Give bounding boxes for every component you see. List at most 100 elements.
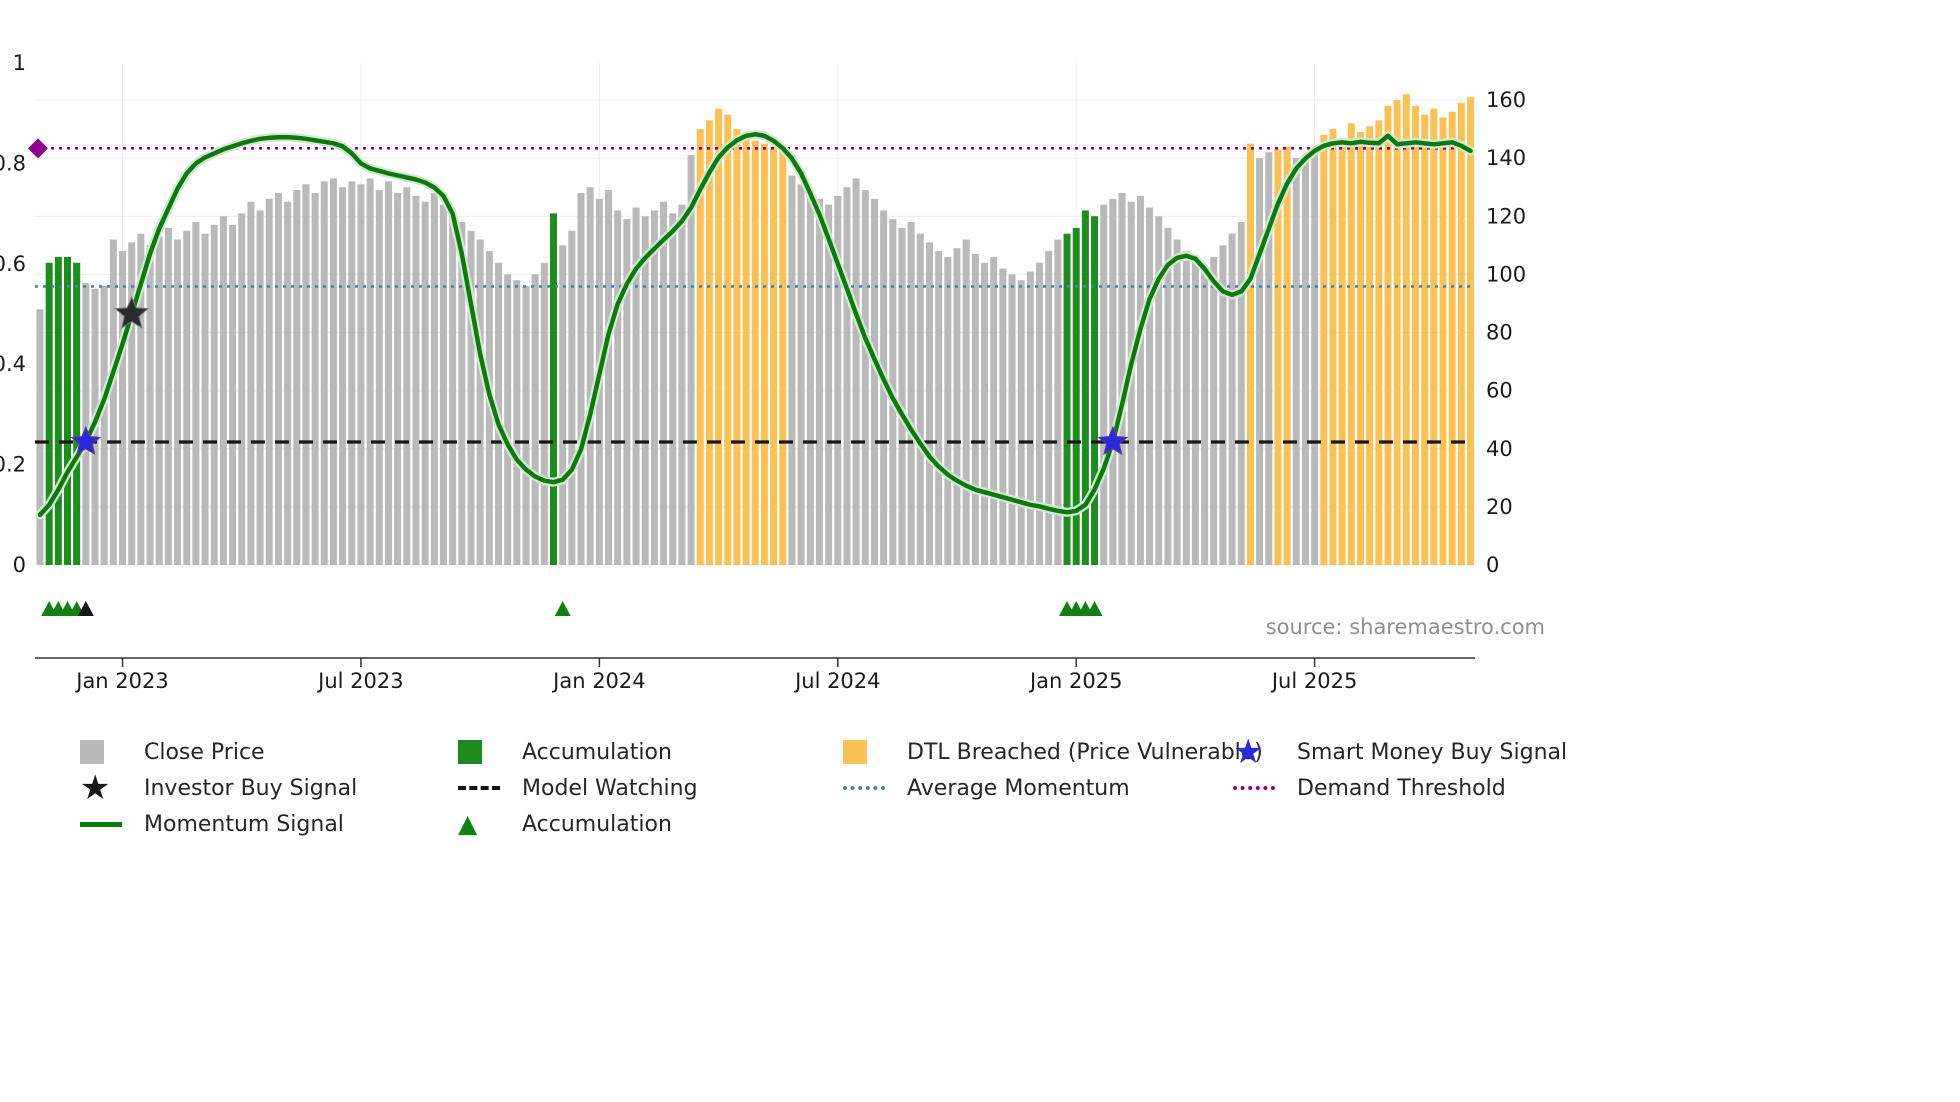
price-bar: [852, 178, 860, 565]
legend-label: Accumulation: [522, 739, 672, 765]
price-bar: [439, 204, 447, 566]
legend-item-smart-money-buy-signal: ★ Smart Money Buy Signal: [1233, 735, 1663, 769]
price-bar: [1274, 149, 1282, 565]
price-bar: [1054, 239, 1062, 565]
right-axis-tick-label: 140: [1486, 146, 1526, 170]
price-bar: [54, 256, 62, 565]
price-bar: [1109, 198, 1117, 565]
price-bar: [540, 262, 548, 565]
black-triangle-marker: [77, 601, 94, 616]
price-bar: [1430, 108, 1438, 565]
price-bar: [1347, 123, 1355, 565]
price-bar: [1072, 227, 1080, 566]
legend-label: Average Momentum: [907, 775, 1130, 801]
price-bar: [1219, 245, 1227, 565]
price-bar: [678, 204, 686, 566]
smart-money-buy-signal-star: [1097, 425, 1129, 456]
price-bar: [586, 187, 594, 565]
price-bar: [476, 239, 484, 565]
price-bar: [1182, 251, 1190, 566]
price-bar: [219, 216, 227, 565]
price-bar: [504, 274, 512, 566]
price-bar: [284, 201, 292, 565]
price-bar: [614, 210, 622, 565]
price-bar: [623, 219, 631, 565]
price-bar: [467, 230, 475, 565]
price-bar: [815, 198, 823, 565]
price-bar: [64, 256, 72, 565]
price-bar: [1356, 131, 1364, 565]
price-bar: [632, 207, 640, 565]
legend-label: Accumulation: [522, 811, 672, 837]
legend-item-investor-buy-signal: ★ Investor Buy Signal: [80, 771, 458, 805]
accumulation-triangle: [1086, 601, 1103, 616]
price-bar: [128, 242, 136, 565]
source-attribution: source: sharemaestro.com: [1265, 615, 1545, 639]
price-bar: [1301, 155, 1309, 565]
price-momentum-chart: Jan 2023 Jul 2023 Jan 2024 Jul 2024 Jan 2025…: [0, 51, 1526, 693]
price-bar: [1008, 274, 1016, 566]
close-price-bars: [36, 94, 1475, 566]
price-bar: [1210, 256, 1218, 565]
price-bar: [183, 230, 191, 565]
price-bar: [944, 256, 952, 565]
price-bar: [742, 137, 750, 565]
price-bar: [357, 184, 365, 565]
legend-label: Close Price: [144, 739, 265, 765]
signal-markers: [28, 138, 1129, 456]
price-bar: [861, 190, 869, 565]
price-bar: [1384, 105, 1392, 565]
price-bar: [1265, 152, 1273, 565]
price-bar: [953, 248, 961, 565]
price-bar: [1439, 117, 1447, 565]
price-bar: [82, 283, 90, 565]
price-bar: [329, 178, 337, 565]
right-axis-tick-label: 160: [1486, 88, 1526, 112]
price-bar: [696, 129, 704, 565]
price-bar: [1246, 143, 1254, 565]
chart-legend: Close Price Accumulation DTL Breached (P…: [80, 735, 1663, 838]
price-bar: [1118, 193, 1126, 565]
legend-label: Smart Money Buy Signal: [1297, 739, 1568, 765]
price-bar: [1421, 114, 1429, 565]
x-tick-label: Jul 2025: [1270, 669, 1357, 693]
price-bar: [1467, 97, 1475, 565]
price-bar: [274, 193, 282, 565]
accumulation-triangle: [554, 601, 571, 616]
price-bar: [971, 254, 979, 565]
legend-item-accumulation-bar: Accumulation: [458, 738, 843, 766]
left-axis-tick-label: 1: [13, 51, 26, 75]
price-bar: [1164, 227, 1172, 566]
price-bar: [1237, 222, 1245, 565]
right-axis-tick-label: 20: [1486, 495, 1513, 519]
price-bar: [724, 114, 732, 565]
price-bar: [1320, 134, 1328, 566]
x-tick-label: Jan 2024: [551, 669, 646, 693]
price-bar: [660, 201, 668, 565]
right-axis-tick-label: 0: [1486, 553, 1499, 577]
momentum-line: [37, 132, 1473, 518]
price-bar: [870, 198, 878, 565]
price-bar: [1036, 262, 1044, 565]
price-bar: [1228, 233, 1236, 565]
demand-threshold-diamond: [28, 138, 48, 159]
price-bar: [1100, 204, 1108, 566]
price-bar: [174, 239, 182, 565]
legend-item-average-momentum: Average Momentum: [843, 774, 1233, 802]
legend-item-accumulation-triangle: ▲ Accumulation: [458, 810, 843, 838]
price-bar: [366, 178, 374, 565]
price-bar: [36, 309, 44, 565]
investor-buy-signal-star: [114, 295, 150, 329]
price-bar: [1063, 233, 1071, 565]
price-bar: [907, 222, 915, 565]
price-bar: [1017, 280, 1025, 565]
price-bar: [192, 222, 200, 565]
price-bar: [201, 233, 209, 565]
blue-dotted-line-icon: [843, 786, 887, 790]
price-bar: [458, 222, 466, 565]
orange-square-icon: [843, 740, 887, 764]
price-bar: [137, 233, 145, 565]
x-tick-label: Jul 2024: [793, 669, 880, 693]
price-bar: [403, 187, 411, 565]
price-bar: [311, 193, 319, 565]
